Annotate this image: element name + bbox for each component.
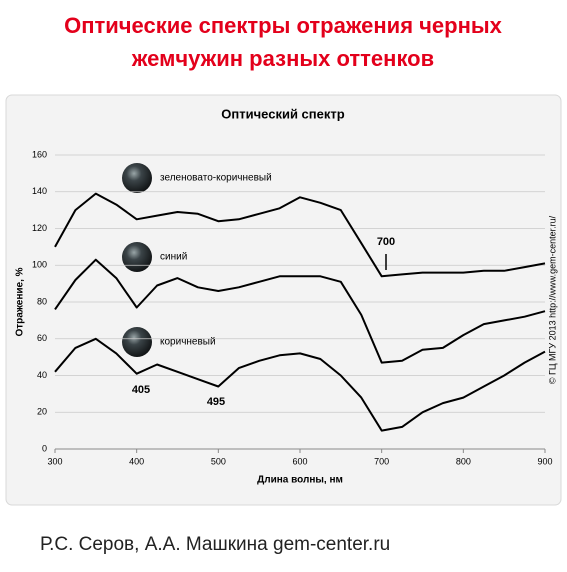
series-line — [54, 337, 546, 432]
y-tick-label: 140 — [32, 186, 47, 196]
y-tick-label: 40 — [37, 370, 47, 380]
y-tick-label: 60 — [37, 333, 47, 343]
series-line — [54, 258, 546, 364]
y-tick-label: 100 — [32, 260, 47, 270]
x-tick-label: 600 — [292, 456, 307, 466]
x-tick-label: 900 — [537, 456, 552, 466]
pearl-image — [122, 163, 152, 193]
chart-panel — [5, 94, 562, 506]
series-line — [54, 192, 546, 278]
y-axis-label: Отражение, % — [15, 267, 26, 336]
y-tick-label: 20 — [37, 407, 47, 417]
y-tick-label: 160 — [32, 149, 47, 159]
footer: Р.С. Серов, А.А. Машкина gem-center.ru — [40, 534, 390, 555]
y-tick-label: 120 — [32, 223, 47, 233]
annotation: 700 — [377, 236, 395, 248]
slide-title: Оптические спектры отражения черных — [64, 13, 503, 38]
series-label: коричневый — [160, 337, 216, 348]
pearl-image — [122, 327, 152, 357]
x-tick-label: 800 — [456, 456, 471, 466]
x-tick-label: 400 — [129, 456, 144, 466]
series-label: зеленовато-коричневый — [160, 173, 272, 184]
slide-title: жемчужин разных оттенков — [131, 46, 434, 71]
y-tick-label: 0 — [42, 443, 47, 453]
x-tick-label: 500 — [211, 456, 226, 466]
x-tick-label: 300 — [47, 456, 62, 466]
x-axis-label: Длина волны, нм — [257, 475, 343, 486]
annotation: 405 — [132, 384, 150, 396]
pearl-image — [122, 242, 152, 272]
x-tick-label: 700 — [374, 456, 389, 466]
series-label: синий — [160, 252, 187, 263]
chart-title: Оптический спектр — [221, 106, 344, 121]
annotation: 495 — [207, 396, 225, 408]
y-tick-label: 80 — [37, 296, 47, 306]
copyright: © ГЦ МГУ 2013 http://www.gem-center.ru/ — [547, 215, 557, 384]
